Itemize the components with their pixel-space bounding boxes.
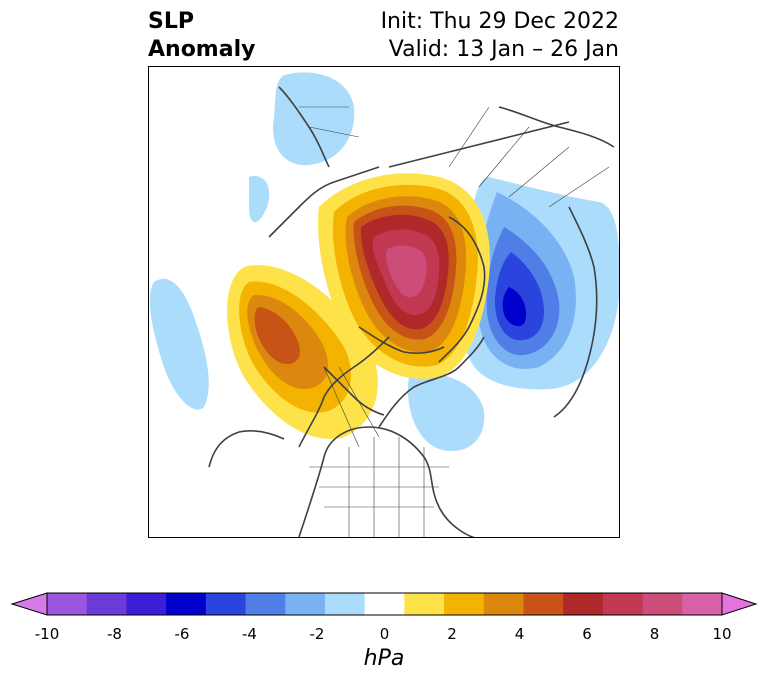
borders [299, 106, 610, 537]
valid-range: Valid: 13 Jan – 26 Jan [388, 37, 619, 62]
colorbar-tick-label: -6 [174, 625, 190, 643]
colorbar-cell [563, 593, 604, 615]
colorbar-cell [602, 593, 644, 615]
colorbar-tick-label: 10 [712, 625, 732, 643]
colorbar-outline [46, 592, 723, 616]
colorbar [10, 592, 758, 616]
europe-low-anomaly [273, 72, 355, 166]
colorbar-tick-label: -2 [309, 625, 325, 643]
colorbar-cell [364, 593, 405, 615]
atlantic-low-anomaly [457, 177, 619, 390]
colorbar-arrow-max [721, 592, 758, 616]
forecast-info: Init: Thu 29 Dec 2022 Valid: 13 Jan – 26… [381, 8, 619, 64]
colorbar-cell [166, 593, 207, 615]
colorbar-cell [642, 593, 683, 615]
coastlines [208, 86, 615, 537]
colorbar-tick-label: -10 [34, 625, 60, 643]
title-line-1: SLP [148, 9, 194, 34]
colorbar-cell [126, 593, 167, 615]
colorbar-cell [444, 593, 485, 615]
colorbar-tick-label: -4 [242, 625, 257, 643]
colorbar-cell [483, 593, 524, 615]
colorbar-tick-label: -8 [107, 625, 122, 643]
colorbar-cell [285, 593, 326, 615]
colorbar-cell [324, 593, 366, 615]
colorbar-cell [245, 593, 286, 615]
colorbar-tick-label: 8 [649, 625, 660, 643]
colorbar-arrow-min [10, 592, 48, 616]
colorbar-tick-label: 0 [379, 625, 390, 643]
anomaly-map [148, 66, 620, 538]
init-date: Init: Thu 29 Dec 2022 [380, 9, 619, 34]
colorbar-cell [523, 593, 564, 615]
colorbar-tick-label: 2 [447, 625, 457, 643]
colorbar-unit: hPa [363, 646, 405, 671]
colorbar-cell [682, 593, 723, 615]
colorbar-cell [47, 593, 88, 615]
pacific-low-anomaly [149, 176, 270, 410]
colorbar-cell [205, 593, 247, 615]
colorbar-tick-label: 6 [582, 625, 592, 643]
colorbar-tick-label: 4 [514, 625, 525, 643]
title-line-2: Anomaly [148, 37, 256, 62]
colorbar-cell [86, 593, 127, 615]
map-title: SLP Anomaly [148, 8, 255, 64]
map-svg [149, 72, 619, 537]
east-canada-low-anomaly [408, 373, 485, 452]
colorbar-cell [404, 593, 445, 615]
